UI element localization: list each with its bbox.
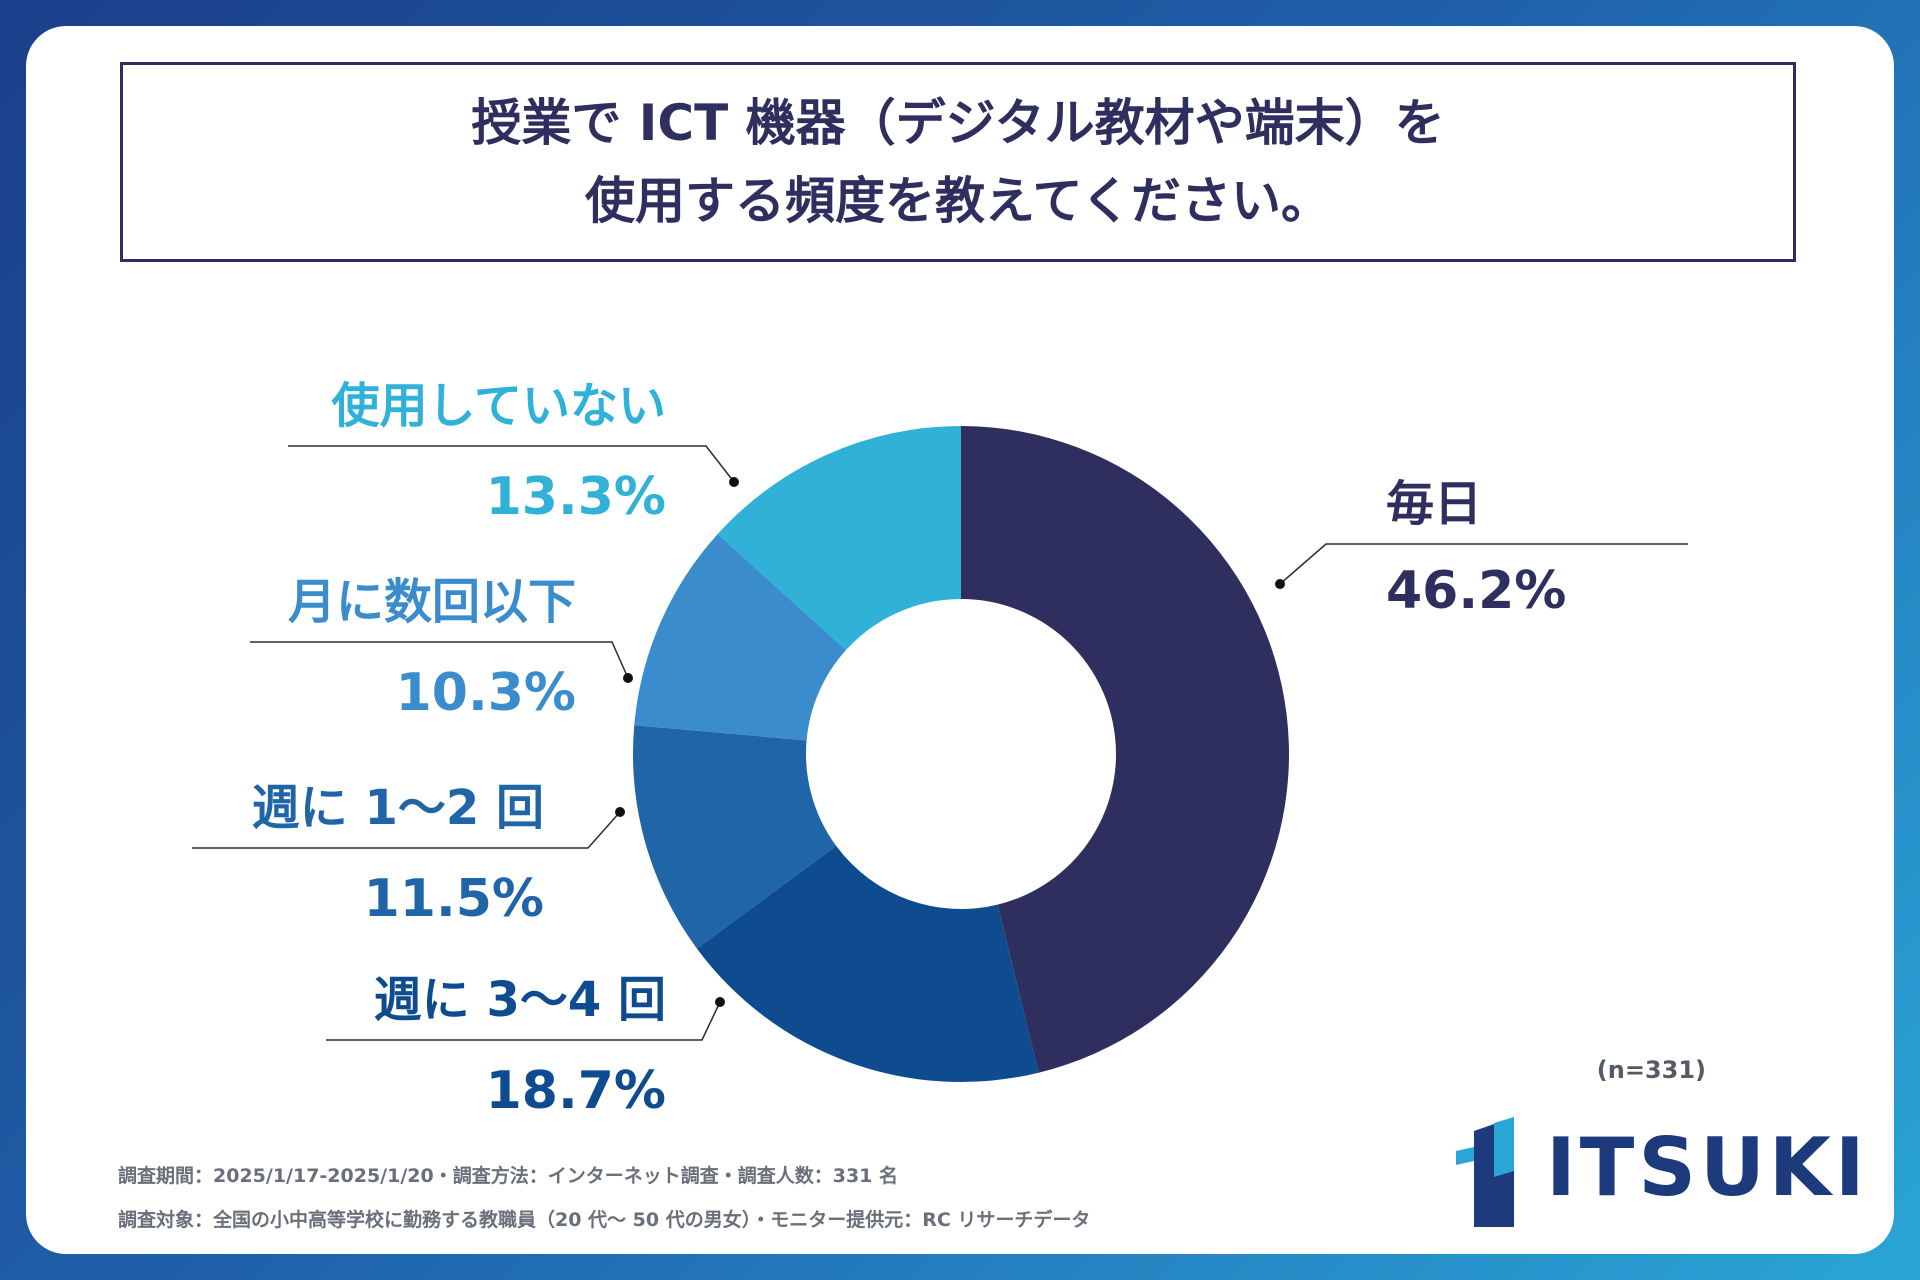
itsuki-logo: ITSUKI [1436,1111,1865,1231]
slice-label-daily: 毎日 [1386,476,1482,532]
slice-value-1-2-times-weekly: 11.5% [364,869,544,929]
leader-dot-not-used [729,477,739,487]
logo-mark-icon [1456,1117,1514,1227]
leader-line-daily [1279,543,1688,585]
slice-value-daily: 46.2% [1386,561,1566,621]
slice-value-3-4-times-weekly: 18.7% [486,1061,666,1121]
survey-footer: 調査期間：2025/1/17-2025/1/20・調査方法：インターネット調査・… [118,1154,1090,1242]
leader-dot-1-2-times-weekly [615,807,625,817]
title-line-1: 授業で ICT 機器（デジタル教材や端末）を [471,94,1445,152]
leader-line-not-used [288,445,735,483]
slice-label-not-used: 使用していない [331,378,666,434]
slice-1-2-times-weekly [633,725,837,949]
footer-line-1: 調査期間：2025/1/17-2025/1/20・調査方法：インターネット調査・… [118,1165,899,1187]
leader-dot-3-4-times-weekly [715,997,725,1007]
slice-label-1-2-times-weekly: 週に 1〜2 回 [252,780,544,836]
slice-label-3-4-times-weekly: 週に 3〜4 回 [374,972,666,1028]
leader-line-1-2-times-weekly [192,811,621,849]
title-line-2: 使用する頻度を教えてください。 [585,172,1331,230]
slice-value-few-times-monthly: 10.3% [396,663,576,723]
slice-label-few-times-monthly: 月に数回以下 [288,574,576,630]
slice-few-times-monthly [634,534,847,741]
donut-chart: 毎日 46.2% 週に 3〜4 回 18.7% 週に 1〜2 回 11.5% 月に数回以下 1… [192,378,1688,1121]
leader-line-few-times-monthly [250,641,629,679]
leader-dot-daily [1275,579,1285,589]
slice-daily [961,426,1289,1073]
sample-size-note: (n=331) [1596,1056,1706,1084]
leader-dot-few-times-monthly [623,673,633,683]
slice-3-4-times-weekly [696,845,1039,1082]
logo-text: ITSUKI [1546,1121,1869,1214]
leader-line-3-4-times-weekly [326,1001,721,1041]
title-box: 授業で ICT 機器（デジタル教材や端末）を 使用する頻度を教えてください。 [120,62,1796,262]
slice-value-not-used: 13.3% [486,467,666,527]
infographic-card: 授業で ICT 機器（デジタル教材や端末）を 使用する頻度を教えてください。 毎… [26,26,1894,1254]
slice-not-used [717,426,961,651]
footer-line-2: 調査対象：全国の小中高等学校に勤務する教職員（20 代〜 50 代の男女）・モニ… [118,1209,1091,1231]
